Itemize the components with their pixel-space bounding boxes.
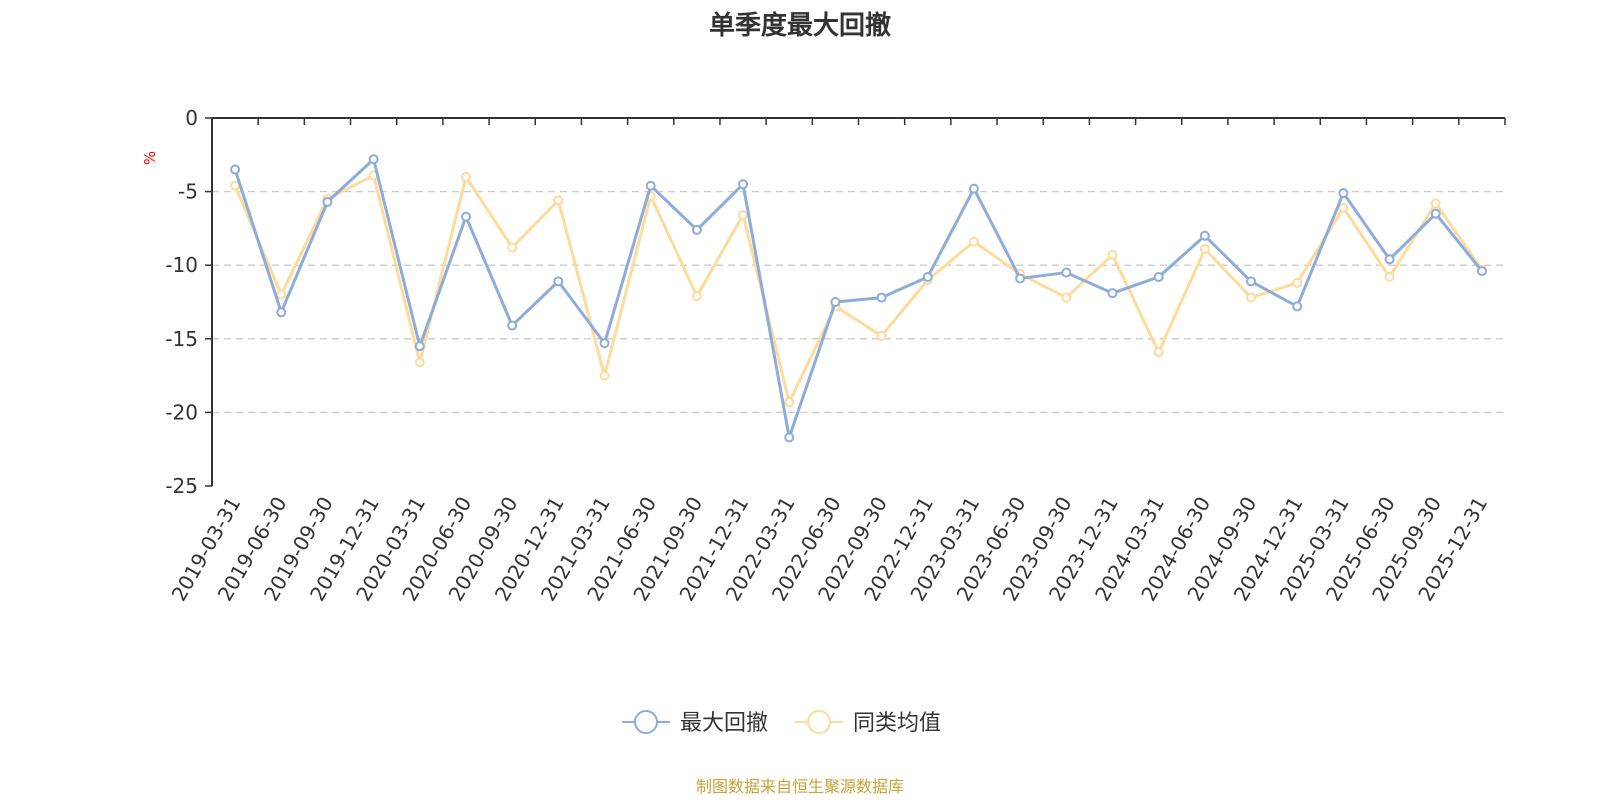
y-tick-label: 0 xyxy=(185,106,198,130)
legend[interactable]: 最大回撤 同类均值 xyxy=(622,710,941,736)
data-point xyxy=(276,307,287,318)
data-point xyxy=(599,338,610,349)
data-point xyxy=(968,183,979,194)
data-point xyxy=(1338,202,1349,213)
data-point xyxy=(1153,347,1164,358)
y-axis-ticks: 0 -5 -10 -15 -20 -25 xyxy=(165,106,212,498)
data-point xyxy=(1246,292,1257,303)
data-point xyxy=(599,370,610,381)
data-point xyxy=(691,291,702,302)
data-point xyxy=(876,292,887,303)
data-point xyxy=(460,171,471,182)
legend-marker-icon xyxy=(807,710,831,734)
data-point xyxy=(322,196,333,207)
data-point xyxy=(1476,266,1487,277)
y-tick-label: -15 xyxy=(165,327,198,351)
data-point xyxy=(230,164,241,175)
data-point xyxy=(1061,267,1072,278)
data-point xyxy=(1384,254,1395,265)
legend-marker-icon xyxy=(634,710,658,734)
source-note: 制图数据来自恒生聚源数据库 xyxy=(696,777,904,796)
legend-item[interactable]: 最大回撤 xyxy=(622,710,768,736)
y-tick-label: -20 xyxy=(165,400,198,424)
data-point xyxy=(784,397,795,408)
data-point xyxy=(1107,288,1118,299)
chart-title: 单季度最大回撤 xyxy=(709,10,891,41)
data-point xyxy=(876,330,887,341)
data-point xyxy=(1199,244,1210,255)
data-point xyxy=(414,341,425,352)
data-point xyxy=(553,195,564,206)
series-peer-average xyxy=(230,170,1487,408)
data-point xyxy=(414,357,425,368)
data-point xyxy=(1199,230,1210,241)
data-point xyxy=(1107,249,1118,260)
data-point xyxy=(691,224,702,235)
data-point xyxy=(553,276,564,287)
data-point xyxy=(1292,277,1303,288)
data-point xyxy=(460,211,471,222)
data-point xyxy=(1338,188,1349,199)
data-point xyxy=(1384,271,1395,282)
data-point xyxy=(968,236,979,247)
series-line xyxy=(233,157,1484,439)
data-point xyxy=(1061,292,1072,303)
data-point xyxy=(1246,276,1257,287)
data-point xyxy=(784,432,795,443)
data-point xyxy=(368,154,379,165)
series-layer xyxy=(230,154,1487,443)
data-point xyxy=(738,179,749,190)
legend-label: 最大回撤 xyxy=(680,711,768,736)
data-point xyxy=(1292,301,1303,312)
legend-label: 同类均值 xyxy=(853,711,941,736)
y-tick-label: -10 xyxy=(165,253,198,277)
data-point xyxy=(507,320,518,331)
data-point xyxy=(276,289,287,300)
data-point xyxy=(922,271,933,282)
data-point xyxy=(1015,273,1026,284)
data-point xyxy=(1430,198,1441,209)
series-line xyxy=(233,173,1484,404)
data-point xyxy=(1430,208,1441,219)
data-point xyxy=(1153,271,1164,282)
data-point xyxy=(830,297,841,307)
series-primary xyxy=(230,154,1487,443)
data-point xyxy=(507,242,518,253)
y-tick-label: -25 xyxy=(165,474,198,498)
data-point xyxy=(738,210,749,221)
legend-item[interactable]: 同类均值 xyxy=(795,710,941,736)
data-point xyxy=(645,180,656,191)
y-axis-unit-label: % xyxy=(141,151,159,165)
y-tick-label: -5 xyxy=(178,180,198,204)
